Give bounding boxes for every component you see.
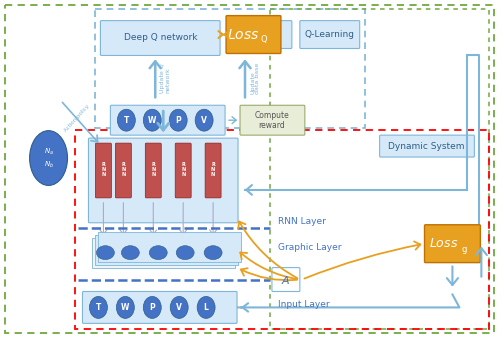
Ellipse shape	[150, 246, 167, 260]
Text: R
N
N: R N N	[211, 163, 215, 177]
Text: RNN Layer: RNN Layer	[278, 217, 326, 226]
Bar	[270, 9, 490, 329]
FancyBboxPatch shape	[250, 21, 292, 48]
Text: W: W	[148, 116, 156, 125]
Text: V: V	[176, 303, 182, 312]
FancyBboxPatch shape	[300, 21, 360, 48]
FancyBboxPatch shape	[116, 143, 132, 198]
Text: $N_a$: $N_a$	[44, 147, 54, 157]
Text: Compute
reward: Compute reward	[254, 111, 290, 130]
Text: $\mathit{A}$: $\mathit{A}$	[281, 273, 290, 286]
Ellipse shape	[90, 296, 108, 318]
Text: T: T	[124, 116, 129, 125]
Text: Q: Q	[260, 35, 268, 44]
FancyBboxPatch shape	[88, 138, 238, 223]
FancyBboxPatch shape	[272, 268, 300, 291]
Bar	[76, 130, 490, 329]
Text: R
N
N: R N N	[181, 163, 186, 177]
Text: P: P	[150, 303, 155, 312]
Ellipse shape	[197, 296, 215, 318]
Ellipse shape	[144, 109, 161, 131]
FancyBboxPatch shape	[146, 143, 161, 198]
Text: Action policy: Action policy	[64, 103, 90, 133]
Text: V: V	[201, 116, 207, 125]
Ellipse shape	[122, 246, 140, 260]
Text: Update Q
network: Update Q network	[160, 64, 170, 93]
Ellipse shape	[195, 109, 213, 131]
Text: R
N
N: R N N	[151, 163, 156, 177]
Text: $\it{Loss}$: $\it{Loss}$	[429, 237, 458, 250]
FancyBboxPatch shape	[424, 225, 480, 263]
Text: R
N
N: R N N	[102, 163, 105, 177]
Text: W: W	[121, 303, 130, 312]
Ellipse shape	[118, 109, 136, 131]
FancyBboxPatch shape	[380, 135, 474, 157]
Text: L: L	[204, 303, 208, 312]
Polygon shape	[92, 238, 235, 268]
Text: R
N
N: R N N	[121, 163, 126, 177]
Bar	[96, 9, 364, 128]
FancyBboxPatch shape	[100, 21, 220, 55]
Text: Deep Q network: Deep Q network	[124, 33, 197, 42]
FancyBboxPatch shape	[175, 143, 191, 198]
Ellipse shape	[144, 296, 161, 318]
Polygon shape	[96, 235, 238, 265]
Text: P: P	[176, 116, 181, 125]
FancyBboxPatch shape	[82, 291, 237, 323]
Ellipse shape	[96, 246, 114, 260]
FancyBboxPatch shape	[226, 16, 281, 53]
Text: Graphic Layer: Graphic Layer	[278, 243, 342, 252]
FancyBboxPatch shape	[205, 143, 221, 198]
Text: Input Layer: Input Layer	[278, 300, 330, 309]
Text: g: g	[462, 245, 467, 254]
FancyBboxPatch shape	[110, 105, 225, 135]
Ellipse shape	[170, 296, 188, 318]
Text: Q-Learning: Q-Learning	[305, 30, 355, 39]
Text: DNN: DNN	[261, 30, 281, 39]
FancyBboxPatch shape	[96, 143, 112, 198]
Text: Dynamic System: Dynamic System	[388, 142, 465, 151]
Text: $N_b$: $N_b$	[44, 160, 54, 170]
Ellipse shape	[176, 246, 194, 260]
Text: $\it{Loss}$: $\it{Loss}$	[227, 28, 259, 42]
Text: Update
data base: Update data base	[250, 63, 260, 94]
Text: T: T	[96, 303, 101, 312]
Ellipse shape	[116, 296, 134, 318]
Ellipse shape	[30, 131, 68, 186]
Ellipse shape	[204, 246, 222, 260]
Polygon shape	[98, 232, 241, 262]
Ellipse shape	[169, 109, 187, 131]
FancyBboxPatch shape	[240, 105, 305, 135]
